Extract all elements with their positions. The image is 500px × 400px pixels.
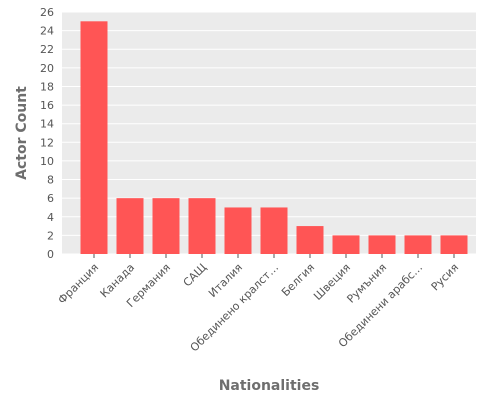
y-tick-label: 6 [47, 192, 54, 205]
bar [440, 235, 468, 254]
y-axis-title: Actor Count [14, 86, 30, 180]
y-tick-label: 14 [40, 118, 54, 131]
bar [296, 226, 324, 254]
y-tick-label: 12 [40, 136, 54, 149]
bar [368, 235, 396, 254]
y-tick-label: 8 [47, 174, 54, 187]
y-tick-label: 18 [40, 80, 54, 93]
bar [332, 235, 360, 254]
y-tick-label: 4 [47, 211, 54, 224]
x-tick-label: САЩ [181, 261, 209, 289]
y-tick-label: 2 [47, 229, 54, 242]
bar [80, 21, 108, 254]
y-tick-label: 22 [40, 43, 54, 56]
x-tick-label: Русия [429, 261, 462, 294]
y-tick-label: 10 [40, 155, 54, 168]
bar [116, 198, 144, 254]
y-tick-label: 16 [40, 99, 54, 112]
bar [224, 207, 252, 254]
x-axis-title: Nationalities [219, 378, 320, 394]
y-tick-label: 20 [40, 62, 54, 75]
bars [80, 21, 468, 254]
bar [260, 207, 288, 254]
y-tick-label: 0 [47, 248, 54, 261]
x-tick-label: Франция [55, 261, 101, 307]
y-tick-label: 24 [40, 25, 54, 38]
bar [152, 198, 180, 254]
bar [188, 198, 216, 254]
y-tick-label: 26 [40, 6, 54, 19]
bar [404, 235, 432, 254]
